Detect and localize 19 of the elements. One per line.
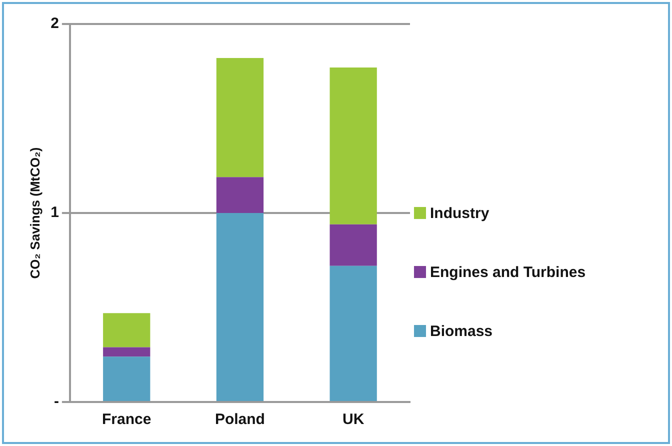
bar — [216, 58, 264, 178]
y-tick-label: - — [54, 393, 59, 410]
bar — [216, 213, 264, 401]
bar — [216, 177, 264, 213]
bar — [103, 347, 150, 357]
y-axis-title: CO₂ Savings (MtCO₂) — [27, 147, 42, 279]
bar — [103, 313, 150, 348]
y-tick-label: 1 — [50, 204, 59, 222]
bar — [330, 266, 377, 401]
y-tick-label: 2 — [50, 15, 59, 32]
legend-label: Biomass — [430, 322, 493, 340]
bar — [103, 356, 150, 401]
legend-label: Industry — [430, 204, 490, 222]
x-tick-label: Poland — [214, 411, 265, 428]
bar — [330, 67, 377, 224]
legend-label: Engines and Turbines — [430, 264, 586, 280]
x-tick-label: UK — [342, 411, 364, 428]
bar — [330, 224, 377, 266]
x-tick-label: France — [102, 411, 152, 428]
